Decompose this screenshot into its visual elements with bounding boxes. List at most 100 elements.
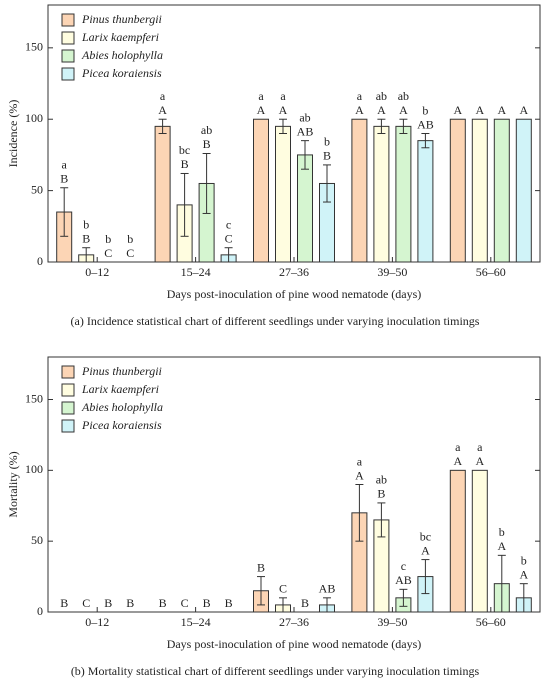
significance-lower: a xyxy=(477,440,483,454)
legend-swatch xyxy=(61,419,75,433)
y-axis-label: Incidence (%) xyxy=(6,100,20,168)
significance-lower: c xyxy=(226,217,231,231)
bar xyxy=(395,125,412,263)
significance-lower: b xyxy=(499,525,505,539)
legend-label: Larix kaempferi xyxy=(81,30,159,44)
significance-upper: A xyxy=(421,543,430,557)
significance-upper: A xyxy=(279,103,288,117)
significance-lower: a xyxy=(357,454,363,468)
significance-lower: bc xyxy=(420,529,431,543)
significance-upper: C xyxy=(181,596,189,610)
significance-upper: A xyxy=(475,454,484,468)
caption: (b) Mortality statistical chart of diffe… xyxy=(71,664,480,678)
legend-label: Larix kaempferi xyxy=(81,382,159,396)
bar xyxy=(154,125,171,263)
legend-label: Abies holophylla xyxy=(81,48,163,62)
y-tick-label: 100 xyxy=(25,111,43,125)
bar xyxy=(471,469,488,613)
significance-upper: B xyxy=(159,596,167,610)
significance-upper: A xyxy=(453,454,462,468)
y-tick-label: 0 xyxy=(37,254,43,268)
significance-upper: C xyxy=(82,596,90,610)
significance-upper: B xyxy=(323,149,331,163)
caption: (a) Incidence statistical chart of diffe… xyxy=(71,314,480,328)
bar xyxy=(351,118,368,263)
bar xyxy=(515,118,532,263)
significance-lower: c xyxy=(401,559,406,573)
significance-upper: B xyxy=(377,487,385,501)
significance-upper: A xyxy=(399,103,408,117)
x-tick-label: 15–24 xyxy=(181,615,211,629)
significance-upper: A xyxy=(519,103,528,117)
significance-lower: a xyxy=(280,89,286,103)
significance-upper: A xyxy=(355,468,364,482)
significance-lower: a xyxy=(357,89,363,103)
significance-upper: B xyxy=(225,596,233,610)
significance-lower: a xyxy=(455,440,461,454)
significance-lower: ab xyxy=(376,89,387,103)
significance-upper: B xyxy=(60,596,68,610)
legend-swatch xyxy=(61,49,75,63)
legend-swatch xyxy=(61,383,75,397)
significance-upper: A xyxy=(497,103,506,117)
significance-upper: AB xyxy=(297,124,314,138)
y-tick-label: 150 xyxy=(25,40,43,54)
significance-lower: ab xyxy=(201,123,212,137)
significance-upper: B xyxy=(126,596,134,610)
bar xyxy=(275,125,291,263)
significance-upper: A xyxy=(377,103,386,117)
significance-upper: AB xyxy=(395,573,412,587)
significance-upper: C xyxy=(279,582,287,596)
significance-upper: A xyxy=(475,103,484,117)
significance-lower: ab xyxy=(376,473,387,487)
x-tick-label: 0–12 xyxy=(85,615,109,629)
significance-lower: b xyxy=(324,135,330,149)
significance-upper: B xyxy=(82,231,90,245)
x-tick-label: 0–12 xyxy=(85,265,109,279)
x-tick-label: 56–60 xyxy=(476,615,506,629)
legend-swatch xyxy=(61,365,75,379)
bar xyxy=(297,154,313,263)
significance-upper: A xyxy=(158,103,167,117)
x-tick-label: 39–50 xyxy=(377,615,407,629)
bar xyxy=(417,140,434,263)
significance-upper: B xyxy=(203,137,211,151)
significance-upper: C xyxy=(225,231,233,245)
legend-label: Picea koraiensis xyxy=(81,418,162,432)
significance-upper: A xyxy=(497,539,506,553)
bar xyxy=(373,125,390,263)
significance-upper: B xyxy=(257,560,265,574)
significance-lower: b xyxy=(521,553,527,567)
significance-lower: a xyxy=(160,89,166,103)
x-tick-label: 39–50 xyxy=(377,265,407,279)
y-axis-label: Mortality (%) xyxy=(6,451,20,517)
legend-swatch xyxy=(61,31,75,45)
x-tick-label: 27–36 xyxy=(279,265,309,279)
significance-lower: b xyxy=(105,232,111,246)
significance-upper: A xyxy=(257,103,266,117)
significance-upper: B xyxy=(104,596,112,610)
significance-lower: b xyxy=(127,232,133,246)
significance-lower: a xyxy=(258,89,264,103)
bar xyxy=(449,118,466,263)
y-tick-label: 0 xyxy=(37,604,43,618)
legend-label: Pinus thunbergii xyxy=(81,364,162,378)
bar xyxy=(471,118,488,263)
significance-upper: AB xyxy=(319,582,336,596)
x-tick-label: 27–36 xyxy=(279,615,309,629)
significance-lower: a xyxy=(62,158,68,172)
significance-upper: AB xyxy=(417,117,434,131)
legend-swatch xyxy=(61,401,75,415)
significance-upper: B xyxy=(301,596,309,610)
legend-label: Abies holophylla xyxy=(81,400,163,414)
significance-lower: bc xyxy=(179,143,190,157)
significance-lower: ab xyxy=(398,89,409,103)
significance-upper: B xyxy=(203,596,211,610)
x-tick-label: 56–60 xyxy=(476,265,506,279)
significance-upper: B xyxy=(181,157,189,171)
x-axis-label: Days post-inoculation of pine wood nemat… xyxy=(167,637,422,651)
significance-upper: A xyxy=(355,103,364,117)
significance-upper: C xyxy=(126,246,134,260)
x-tick-label: 15–24 xyxy=(181,265,211,279)
